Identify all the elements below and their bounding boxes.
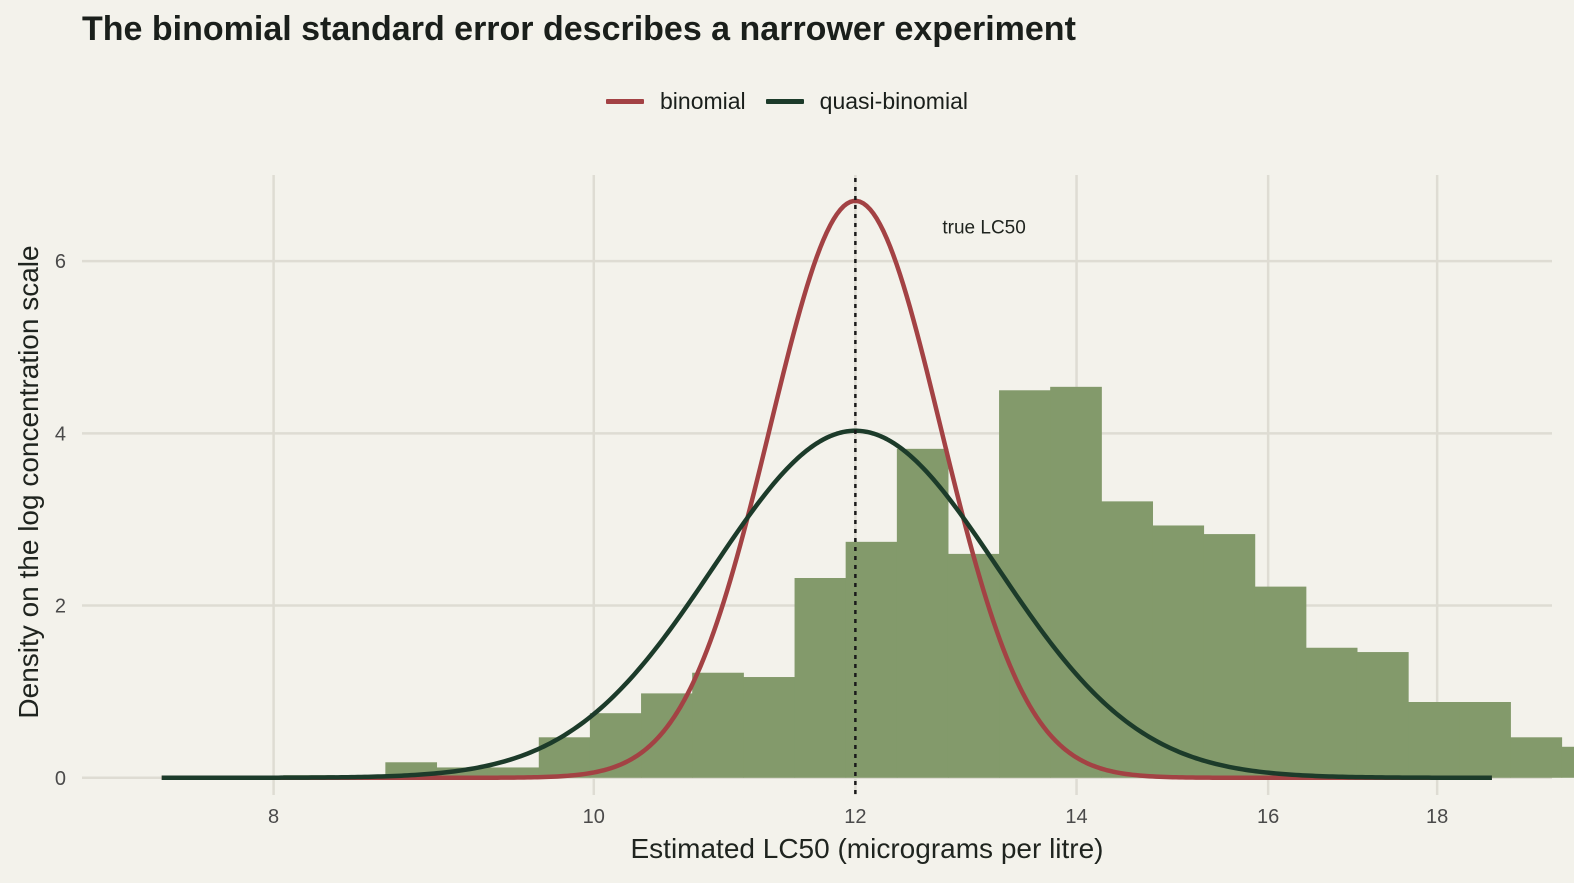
x-tick-label: 10 — [583, 806, 605, 828]
histogram-bar — [436, 767, 489, 778]
histogram-bar — [1254, 586, 1307, 778]
legend-swatch-binomial — [606, 99, 645, 104]
y-tick-label: 6 — [55, 251, 66, 273]
legend: binomial quasi-binomial — [0, 88, 1574, 115]
legend-item-quasi-binomial: quasi-binomial — [765, 88, 968, 115]
histogram-bar — [692, 672, 744, 778]
density-curves — [161, 198, 1492, 781]
histogram-bar — [487, 767, 540, 778]
x-tick-labels: 8 10 12 14 16 18 — [268, 806, 1448, 828]
x-tick-label: 8 — [268, 806, 279, 828]
x-tick-label: 18 — [1426, 806, 1448, 828]
histogram-bar — [1459, 702, 1511, 778]
histogram-bar — [845, 541, 898, 778]
histogram-bar — [1152, 525, 1205, 778]
histogram-bar — [1561, 746, 1574, 778]
reference-line-group: true LC50 — [854, 178, 1026, 795]
histogram-bars — [283, 386, 1574, 778]
legend-label-binomial: binomial — [660, 88, 746, 114]
histogram-bar — [1305, 647, 1358, 778]
y-axis-title: Density on the log concentration scale — [13, 245, 44, 718]
histogram-bar — [641, 693, 693, 778]
x-tick-label: 14 — [1065, 806, 1087, 828]
x-tick-label: 16 — [1257, 806, 1279, 828]
histogram-bar — [794, 578, 847, 778]
y-tick-label: 0 — [55, 768, 66, 790]
histogram-bar — [1408, 702, 1460, 778]
legend-swatch-quasi-binomial — [765, 99, 804, 104]
histogram-bar — [947, 553, 1000, 778]
y-tick-labels: 0 2 4 6 — [55, 251, 66, 790]
chart-title: The binomial standard error describes a … — [82, 10, 1076, 48]
histogram-bar — [1203, 534, 1256, 778]
x-tick-label: 12 — [844, 806, 866, 828]
legend-label-quasi-binomial: quasi-binomial — [819, 88, 968, 114]
histogram-bar — [1356, 652, 1409, 778]
histogram-bar — [1050, 386, 1102, 778]
histogram-bar — [1510, 737, 1563, 778]
histogram-bar — [743, 677, 796, 778]
legend-item-binomial: binomial — [606, 88, 746, 115]
reference-line-label: true LC50 — [942, 218, 1025, 239]
y-tick-label: 2 — [55, 596, 66, 618]
density-curve-quasi-binomial — [161, 428, 1492, 781]
y-tick-label: 4 — [55, 423, 66, 445]
histogram-bar — [896, 448, 949, 778]
x-axis-title: Estimated LC50 (micrograms per litre) — [630, 833, 1103, 864]
